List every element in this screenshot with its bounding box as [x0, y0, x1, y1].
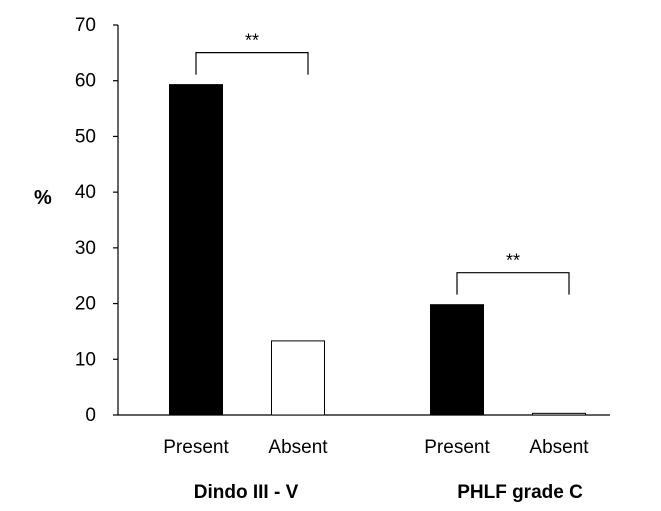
bar-absent — [532, 412, 586, 416]
y-tick-label: 60 — [75, 71, 96, 92]
y-tick-label: 30 — [75, 238, 96, 259]
significance-bracket — [195, 52, 309, 75]
category-label: Present — [163, 437, 229, 458]
bar-present — [430, 304, 484, 416]
significance-marker: ** — [245, 31, 259, 51]
y-tick-label: 0 — [85, 405, 96, 426]
significance-brackets: ** ** — [195, 31, 570, 295]
significance-marker: ** — [506, 251, 520, 271]
y-tick-label: 40 — [75, 182, 96, 203]
group-label: Dindo III - V — [194, 482, 299, 503]
y-axis-label: % — [34, 187, 52, 209]
y-tick-label: 10 — [75, 349, 96, 370]
y-tick-label: 50 — [75, 126, 96, 147]
category-labels: Present Absent Dindo III - V Present Absent P… — [163, 437, 589, 503]
y-axis: 0 10 20 30 40 50 60 70 — [75, 15, 610, 426]
category-label: Absent — [529, 437, 589, 458]
bar-present — [169, 84, 223, 416]
y-tick-label: 70 — [75, 15, 96, 36]
y-tick-label: 20 — [75, 294, 96, 315]
bar-absent — [271, 340, 325, 416]
group-label: PHLF grade C — [457, 482, 583, 503]
bars — [169, 84, 586, 416]
category-label: Present — [424, 437, 490, 458]
category-label: Absent — [268, 437, 328, 458]
significance-bracket — [456, 272, 570, 295]
